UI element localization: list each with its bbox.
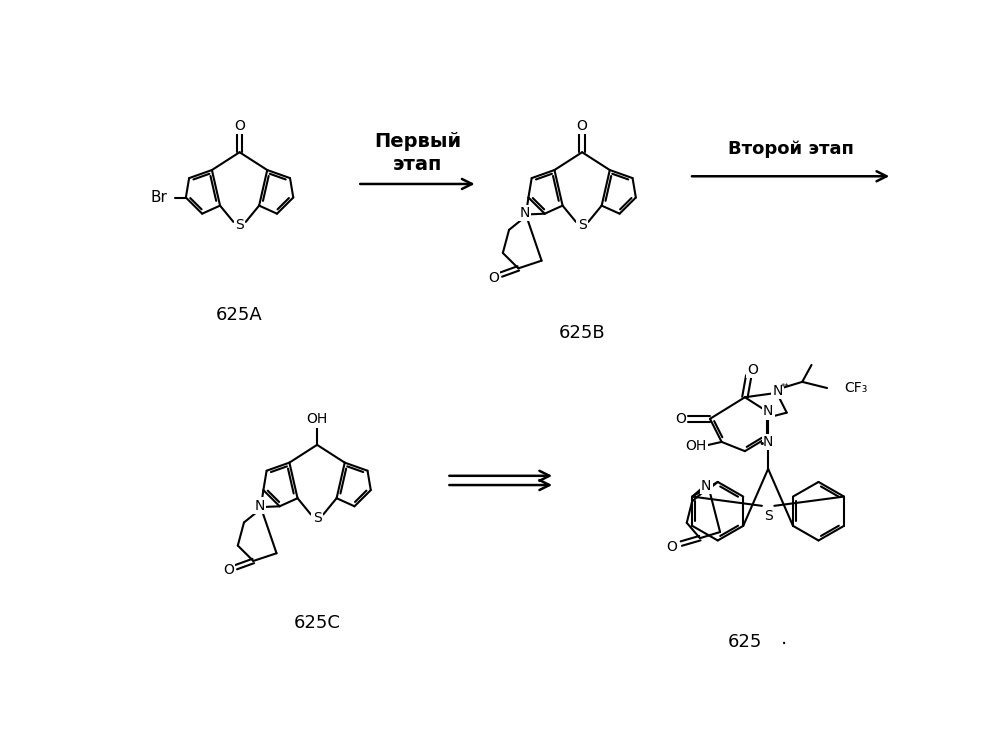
Text: O: O [234, 119, 245, 133]
Text: N: N [519, 206, 529, 220]
Text: N: N [763, 435, 773, 449]
Text: O: O [747, 363, 758, 376]
Text: O: O [675, 412, 686, 426]
Text: N: N [763, 404, 773, 418]
Text: 625A: 625A [216, 306, 263, 324]
Text: OH: OH [307, 412, 328, 426]
Text: 625B: 625B [558, 324, 605, 341]
Text: этап: этап [394, 155, 443, 174]
Text: N: N [255, 499, 265, 512]
Text: Второй этап: Второй этап [728, 140, 854, 159]
Text: O: O [576, 119, 587, 133]
Text: 625: 625 [727, 633, 762, 651]
Text: S: S [235, 218, 244, 232]
Text: S: S [764, 509, 772, 523]
Text: **: ** [780, 383, 789, 392]
Text: 625C: 625C [294, 614, 341, 632]
Text: S: S [577, 218, 586, 232]
Text: N: N [772, 384, 782, 398]
Text: N: N [701, 479, 711, 493]
Text: O: O [223, 563, 234, 577]
Text: •: • [758, 439, 765, 450]
Text: CF₃: CF₃ [844, 381, 867, 395]
Text: Br: Br [151, 190, 167, 205]
Text: Первый: Первый [375, 132, 462, 151]
Text: .: . [780, 629, 787, 648]
Text: O: O [666, 539, 677, 553]
Text: O: O [489, 270, 499, 284]
Text: S: S [313, 510, 322, 525]
Text: OH: OH [685, 439, 706, 452]
